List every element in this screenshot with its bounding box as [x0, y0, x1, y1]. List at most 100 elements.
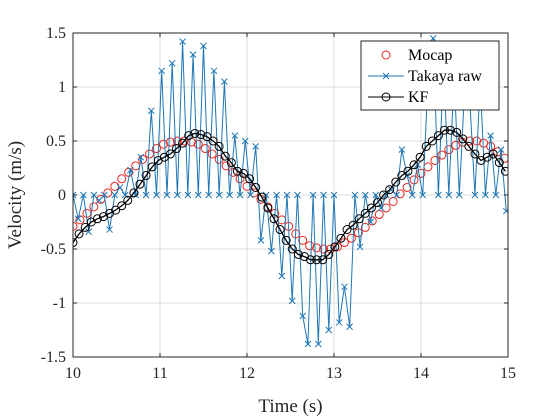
data-point [214, 141, 224, 151]
data-point [306, 255, 316, 265]
data-point [221, 78, 228, 85]
data-point [208, 136, 218, 146]
data-point [348, 220, 358, 230]
data-point [402, 182, 412, 192]
data-point [356, 243, 364, 251]
data-point [137, 153, 145, 161]
data-point [226, 191, 233, 199]
x-tick-label: 11 [152, 365, 167, 382]
data-point [75, 215, 85, 225]
data-point [330, 191, 338, 199]
data-point [111, 191, 119, 199]
data-point [158, 67, 166, 75]
data-point [127, 166, 134, 174]
legend-label: Takaya raw [408, 68, 482, 85]
data-point [73, 191, 77, 199]
data-point [263, 203, 273, 213]
data-point [471, 191, 479, 199]
data-point [251, 182, 261, 192]
data-point [241, 137, 249, 145]
data-point [470, 149, 480, 159]
data-point [141, 171, 151, 181]
data-point [257, 237, 265, 244]
data-point [172, 144, 182, 154]
data-point [165, 149, 175, 159]
data-point [342, 225, 352, 235]
y-tick-label: 0 [58, 187, 66, 204]
data-point [299, 312, 307, 320]
data-point [502, 207, 508, 215]
data-point [196, 130, 206, 140]
data-point [488, 149, 498, 159]
data-point [220, 151, 230, 161]
data-point [487, 132, 494, 139]
data-point [231, 132, 239, 139]
series-2 [73, 125, 508, 265]
data-point [494, 158, 504, 168]
data-point [90, 191, 98, 199]
data-point [446, 125, 456, 135]
legend-item: Mocap [381, 47, 452, 64]
data-point [200, 42, 207, 50]
data-point [262, 191, 270, 199]
data-point [320, 191, 327, 199]
data-point [351, 191, 359, 199]
data-point [319, 244, 329, 254]
y-tick-label: 0.5 [46, 133, 66, 150]
data-point [312, 255, 322, 265]
data-point [458, 134, 468, 144]
data-point [379, 190, 389, 200]
data-point [153, 191, 160, 199]
data-point [232, 166, 242, 176]
y-tick-label: 1.5 [46, 25, 66, 42]
data-point [336, 233, 346, 243]
data-point [221, 161, 231, 171]
data-point [268, 247, 275, 255]
series-layer [73, 35, 508, 348]
data-point [85, 228, 93, 236]
data-point [435, 191, 442, 199]
data-point [116, 184, 124, 191]
data-point [439, 125, 449, 135]
data-point [283, 191, 291, 199]
legend-item: Takaya raw [368, 68, 482, 85]
data-point [135, 179, 145, 189]
data-point [184, 131, 194, 141]
data-point [437, 150, 447, 160]
data-point [174, 191, 181, 199]
data-point [444, 145, 454, 155]
data-point [312, 243, 322, 253]
data-point [360, 208, 370, 218]
legend: Mocap Takaya raw KF [360, 40, 500, 111]
data-point [318, 255, 328, 265]
data-point [152, 144, 162, 154]
legend-marker [382, 72, 390, 80]
legend-marker [381, 50, 391, 60]
data-point [335, 319, 343, 326]
data-point [278, 272, 286, 280]
data-point [482, 191, 489, 199]
data-point [168, 59, 176, 67]
data-point [95, 197, 103, 204]
data-point [398, 146, 406, 153]
data-point [273, 191, 280, 199]
data-point [416, 168, 426, 178]
data-point [89, 202, 99, 212]
data-point [465, 136, 475, 146]
x-tick-label: 15 [500, 365, 516, 382]
data-point [409, 160, 419, 170]
data-point [215, 191, 223, 199]
data-point [205, 191, 213, 199]
data-point [408, 191, 416, 199]
data-point [142, 191, 150, 199]
data-point [293, 249, 303, 259]
x-tick-label: 12 [239, 365, 255, 382]
data-point [464, 141, 474, 151]
data-point [373, 198, 382, 208]
data-point [74, 215, 82, 223]
y-tick-label: -1 [53, 295, 66, 312]
data-point [226, 158, 236, 168]
data-point [275, 225, 285, 235]
x-axis-title: Time (s) [258, 396, 322, 417]
